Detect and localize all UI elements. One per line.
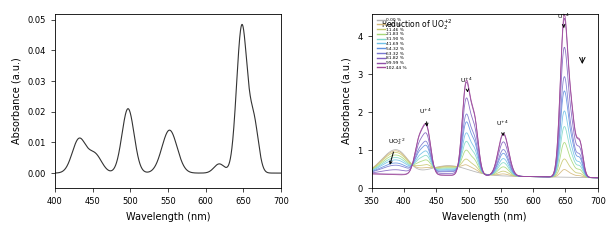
Text: U$^{+4}$: U$^{+4}$ [496,119,509,135]
Text: U$^{+4}$: U$^{+4}$ [420,107,432,126]
Legend: 0.00 %, 4.81 %, 11.46 %, 21.83 %, 31.90 %, 41.69 %, 54.32 %, 63.32 %, 81.82 %, 9: 0.00 %, 4.81 %, 11.46 %, 21.83 %, 31.90 … [376,17,407,70]
X-axis label: Wavelength (nm): Wavelength (nm) [442,212,527,222]
X-axis label: Wavelength (nm): Wavelength (nm) [126,212,210,222]
Y-axis label: Absorbance (a.u.): Absorbance (a.u.) [342,58,351,144]
Text: UO$_2^{+2}$: UO$_2^{+2}$ [388,136,405,164]
Text: U$^{+4}$: U$^{+4}$ [556,12,569,27]
Text: U$^{+4}$: U$^{+4}$ [460,76,473,91]
Text: Reduction of UO$_2^{+2}$: Reduction of UO$_2^{+2}$ [381,17,453,32]
Y-axis label: Absorbance (a.u.): Absorbance (a.u.) [12,58,22,144]
